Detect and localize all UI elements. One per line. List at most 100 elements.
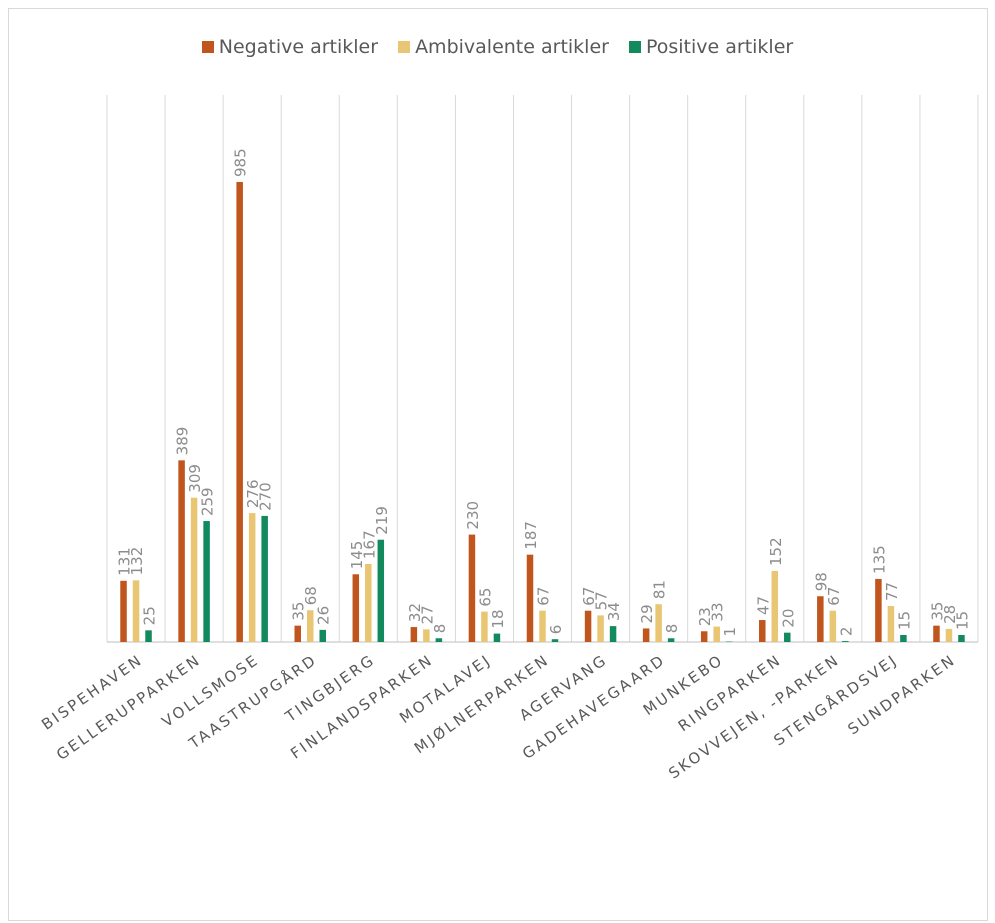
data-label: 25 xyxy=(141,606,159,625)
legend-item-ambivalent: Ambivalente artikler xyxy=(398,36,609,58)
bar xyxy=(958,634,965,642)
data-label: 65 xyxy=(476,588,494,607)
bar xyxy=(725,641,733,643)
data-label: 32 xyxy=(406,603,424,622)
data-label: 276 xyxy=(244,479,262,508)
bar xyxy=(365,564,372,642)
data-label: 98 xyxy=(812,572,830,591)
data-label: 35 xyxy=(928,602,946,621)
bar xyxy=(817,596,824,642)
legend: Negative artikler Ambivalente artikler P… xyxy=(0,36,995,58)
data-label: 29 xyxy=(638,604,656,623)
bar xyxy=(584,610,592,642)
data-label: 47 xyxy=(754,596,772,615)
bar xyxy=(190,497,198,642)
data-label: 28 xyxy=(941,605,959,624)
data-label: 167 xyxy=(360,530,378,559)
bar xyxy=(526,554,534,642)
bar xyxy=(178,460,185,642)
bar xyxy=(306,610,314,642)
data-label: 67 xyxy=(535,587,553,606)
data-label: 33 xyxy=(709,602,727,621)
bar xyxy=(319,629,326,642)
bar xyxy=(609,626,617,642)
bar xyxy=(900,634,907,642)
bar xyxy=(945,628,953,642)
legend-label-negative: Negative artikler xyxy=(218,36,379,58)
bar xyxy=(713,626,720,642)
data-label: 26 xyxy=(315,606,333,625)
data-label: 1 xyxy=(721,627,739,637)
data-label: 131 xyxy=(116,547,134,576)
bar xyxy=(875,578,882,642)
bar xyxy=(132,580,140,642)
bar xyxy=(145,630,152,642)
data-label: 309 xyxy=(186,464,204,493)
data-label: 6 xyxy=(547,625,565,635)
bar xyxy=(933,625,940,642)
bar xyxy=(435,638,443,642)
data-label: 219 xyxy=(373,506,391,535)
legend-label-positive: Positive artikler xyxy=(645,36,794,58)
bar xyxy=(655,604,662,642)
legend-item-positive: Positive artikler xyxy=(628,36,794,58)
data-label: 132 xyxy=(128,547,146,576)
data-label: 15 xyxy=(895,611,913,630)
bar xyxy=(771,571,779,642)
data-label: 985 xyxy=(232,148,250,177)
bar xyxy=(887,606,895,642)
data-label: 18 xyxy=(489,610,507,629)
data-label: 20 xyxy=(779,609,797,628)
bar xyxy=(551,639,559,642)
bar xyxy=(423,629,430,642)
data-label: 57 xyxy=(593,591,611,610)
legend-label-ambivalent: Ambivalente artikler xyxy=(415,36,609,58)
bar xyxy=(248,513,256,642)
bar xyxy=(759,620,766,642)
bar xyxy=(539,610,546,642)
data-label: 77 xyxy=(883,582,901,601)
bar xyxy=(784,632,791,642)
legend-swatch-ambivalent xyxy=(398,41,411,53)
data-label: 81 xyxy=(651,580,669,599)
bar xyxy=(493,633,501,642)
legend-item-negative: Negative artikler xyxy=(201,36,379,58)
data-label: 187 xyxy=(522,521,540,550)
data-label: 34 xyxy=(605,602,623,621)
data-label: 389 xyxy=(174,427,192,456)
bar xyxy=(120,580,127,642)
bar xyxy=(261,515,268,642)
data-label: 8 xyxy=(431,624,449,634)
data-label: 152 xyxy=(767,537,785,566)
data-label: 230 xyxy=(464,501,482,530)
data-label: 135 xyxy=(870,545,888,574)
bar xyxy=(203,521,210,642)
legend-swatch-negative xyxy=(201,41,214,53)
bar xyxy=(468,534,476,642)
bar xyxy=(352,574,360,642)
legend-swatch-positive xyxy=(628,41,641,53)
bar xyxy=(667,638,675,642)
data-label: 270 xyxy=(257,482,275,511)
x-tick-label: VOLLSMOSE xyxy=(159,651,263,731)
data-label: 35 xyxy=(290,602,308,621)
bar xyxy=(642,628,650,642)
data-label: 27 xyxy=(418,605,436,624)
x-tick-label: SUNDPARKEN xyxy=(844,651,959,739)
bar xyxy=(597,615,604,642)
bar xyxy=(829,610,837,642)
data-label: 8 xyxy=(663,624,681,634)
data-label: 67 xyxy=(825,587,843,606)
data-label: 2 xyxy=(837,627,855,637)
data-label: 15 xyxy=(953,611,971,630)
bar xyxy=(236,182,243,642)
bar xyxy=(294,625,301,642)
data-label: 259 xyxy=(199,487,217,516)
bar xyxy=(410,627,418,642)
chart-frame xyxy=(8,8,988,921)
data-label: 23 xyxy=(696,607,714,626)
bar xyxy=(377,539,385,642)
bar xyxy=(481,611,488,642)
data-label: 68 xyxy=(302,586,320,605)
